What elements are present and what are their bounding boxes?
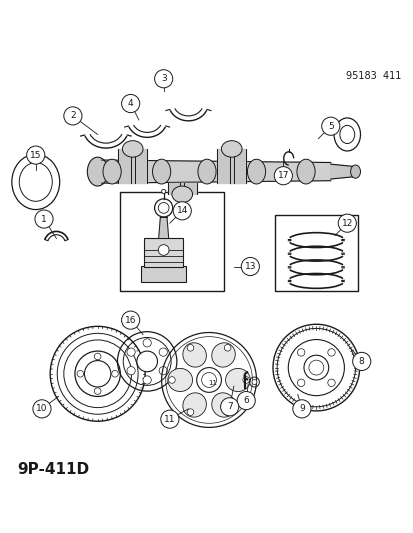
- Ellipse shape: [152, 159, 170, 184]
- Circle shape: [273, 167, 292, 185]
- Ellipse shape: [339, 125, 354, 143]
- Polygon shape: [158, 217, 168, 238]
- Text: 7: 7: [226, 402, 232, 411]
- Text: 1: 1: [41, 215, 47, 223]
- Circle shape: [168, 377, 175, 383]
- Circle shape: [158, 245, 169, 255]
- Ellipse shape: [171, 186, 192, 203]
- Circle shape: [173, 201, 191, 220]
- Circle shape: [137, 351, 157, 372]
- Bar: [120, 192, 223, 291]
- Text: 9P-411D: 9P-411D: [17, 463, 89, 478]
- Text: 95183  411: 95183 411: [345, 70, 400, 80]
- Polygon shape: [102, 160, 330, 183]
- Circle shape: [112, 370, 118, 377]
- Text: 3: 3: [160, 74, 166, 83]
- Circle shape: [252, 379, 256, 384]
- Polygon shape: [180, 183, 196, 195]
- Circle shape: [242, 377, 249, 383]
- Ellipse shape: [122, 141, 143, 157]
- Circle shape: [159, 367, 167, 375]
- Text: 6: 6: [243, 396, 249, 405]
- Bar: [274, 215, 357, 291]
- Circle shape: [297, 349, 304, 356]
- Circle shape: [196, 368, 221, 392]
- Circle shape: [161, 189, 165, 193]
- Circle shape: [154, 70, 172, 88]
- Ellipse shape: [183, 343, 206, 367]
- Polygon shape: [217, 149, 233, 183]
- Polygon shape: [330, 164, 355, 179]
- Circle shape: [160, 410, 178, 428]
- Circle shape: [297, 379, 304, 386]
- Circle shape: [224, 409, 230, 415]
- Bar: [144, 238, 183, 266]
- Circle shape: [292, 400, 310, 418]
- Circle shape: [33, 400, 51, 418]
- Polygon shape: [167, 183, 184, 195]
- Ellipse shape: [247, 159, 265, 184]
- Circle shape: [121, 94, 140, 112]
- Circle shape: [94, 388, 101, 394]
- Circle shape: [159, 348, 167, 356]
- Ellipse shape: [183, 393, 206, 417]
- Circle shape: [201, 373, 216, 387]
- Circle shape: [303, 355, 328, 380]
- Circle shape: [35, 210, 53, 228]
- Ellipse shape: [225, 368, 250, 392]
- Text: 4: 4: [128, 99, 133, 108]
- Circle shape: [224, 344, 230, 351]
- Ellipse shape: [167, 368, 192, 392]
- Ellipse shape: [103, 159, 121, 184]
- Text: 11: 11: [164, 415, 175, 424]
- Text: 8: 8: [358, 357, 364, 366]
- Circle shape: [94, 353, 101, 360]
- Circle shape: [308, 360, 323, 375]
- Circle shape: [187, 344, 193, 351]
- Circle shape: [321, 117, 339, 135]
- Circle shape: [143, 338, 151, 347]
- Circle shape: [241, 257, 259, 276]
- Ellipse shape: [350, 165, 360, 178]
- Bar: [141, 266, 186, 282]
- Text: 12: 12: [341, 219, 352, 228]
- Ellipse shape: [296, 159, 314, 184]
- Ellipse shape: [197, 159, 216, 184]
- Circle shape: [158, 203, 169, 213]
- Text: 5: 5: [327, 122, 333, 131]
- Polygon shape: [229, 149, 246, 183]
- Text: 13: 13: [244, 262, 256, 271]
- Circle shape: [127, 367, 135, 375]
- Text: 14: 14: [176, 206, 188, 215]
- Ellipse shape: [211, 343, 235, 367]
- Text: 2: 2: [70, 111, 76, 120]
- Circle shape: [77, 370, 83, 377]
- Circle shape: [26, 146, 45, 164]
- Ellipse shape: [221, 141, 242, 157]
- Circle shape: [143, 376, 151, 384]
- Circle shape: [64, 107, 82, 125]
- Text: 15: 15: [30, 151, 41, 159]
- Polygon shape: [118, 149, 135, 183]
- Text: 10: 10: [36, 405, 47, 414]
- Circle shape: [352, 352, 370, 370]
- Circle shape: [237, 392, 255, 410]
- Text: 17: 17: [277, 171, 288, 180]
- Circle shape: [327, 379, 335, 386]
- Text: 16: 16: [125, 316, 136, 325]
- Text: 11: 11: [208, 380, 217, 386]
- Polygon shape: [131, 149, 147, 183]
- Circle shape: [121, 311, 140, 329]
- Text: 9: 9: [298, 405, 304, 414]
- Ellipse shape: [87, 157, 108, 186]
- Circle shape: [127, 348, 135, 356]
- Ellipse shape: [211, 393, 235, 417]
- Circle shape: [220, 398, 238, 416]
- Circle shape: [337, 214, 356, 232]
- Circle shape: [187, 409, 193, 415]
- Circle shape: [327, 349, 335, 356]
